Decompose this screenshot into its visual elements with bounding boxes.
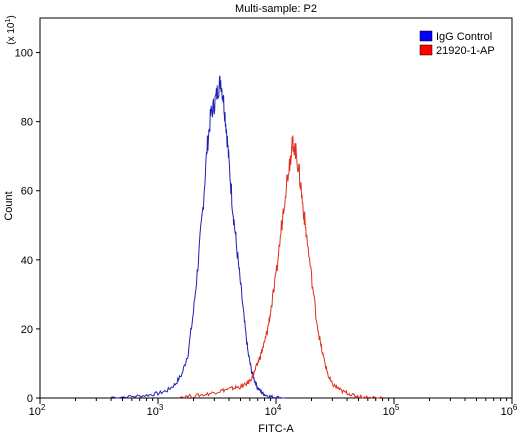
legend-swatch-1	[419, 44, 433, 56]
legend-swatch-0	[419, 30, 433, 42]
y-tick-label: 100	[15, 48, 33, 60]
y-axis-label: Count	[3, 191, 15, 220]
legend: IgG Control 21920-1-AP	[419, 30, 495, 57]
y-tick-label: 0	[27, 393, 33, 405]
y-tick-label: 60	[21, 186, 33, 198]
legend-label-1: 21920-1-AP	[436, 45, 495, 57]
x-tick-label: 102	[29, 403, 46, 418]
series-layer	[110, 75, 383, 399]
y-multiplier-text: (x 101)	[5, 15, 17, 44]
chart-title: Multi-sample: P2	[235, 3, 317, 15]
x-tick-label: 103	[147, 403, 164, 418]
x-tick-label: 104	[265, 403, 282, 418]
y-tick-label: 20	[21, 324, 33, 336]
plot-area: 0 20 40 60 80 100 102 103 104 105 106	[15, 17, 518, 418]
y-ticks: 0 20 40 60 80 100	[15, 48, 40, 405]
x-tick-label: 106	[501, 403, 518, 418]
y-multiplier-label: (x 101)	[5, 15, 17, 44]
y-tick-label: 40	[21, 255, 33, 267]
x-ticks: 102 103 104 105 106	[29, 398, 518, 418]
legend-label-0: IgG Control	[436, 31, 492, 43]
plot-frame	[39, 17, 513, 399]
x-tick-label: 105	[383, 403, 400, 418]
x-axis-label: FITC-A	[258, 423, 294, 435]
y-tick-label: 80	[21, 117, 33, 129]
series-line-1	[178, 135, 383, 399]
series-line-0	[110, 75, 286, 399]
